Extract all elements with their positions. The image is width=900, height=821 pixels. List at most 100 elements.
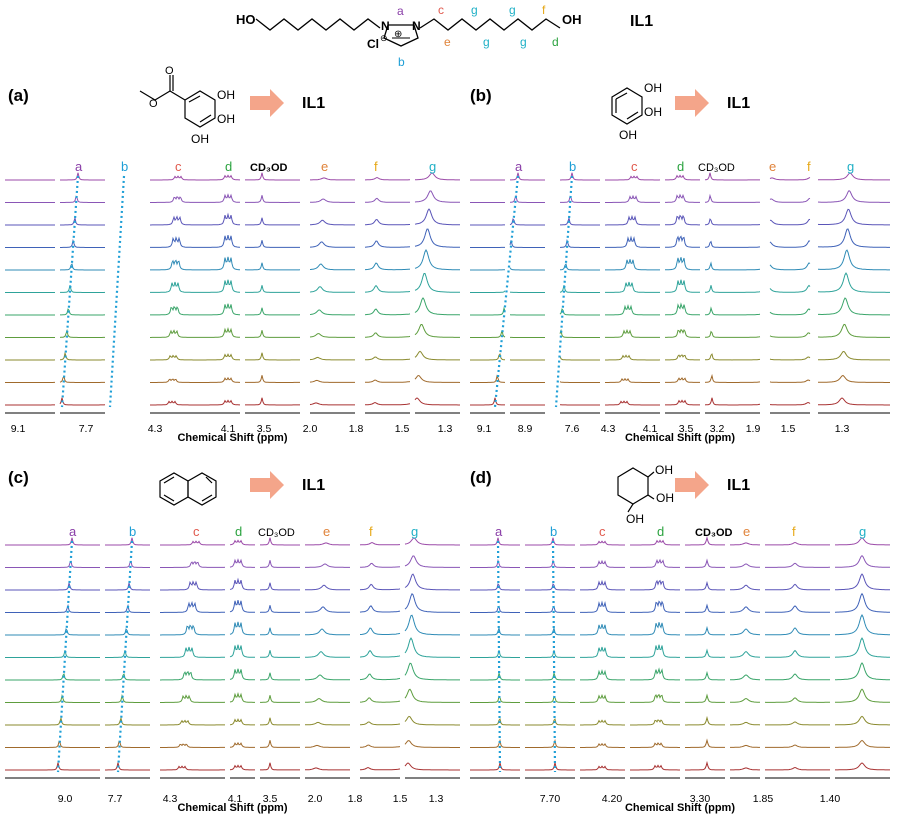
nmr-trace-6-segment-0 bbox=[470, 306, 506, 316]
nmr-trace-2-segment-1 bbox=[509, 218, 545, 226]
nmr-trace-8-segment-7 bbox=[818, 350, 891, 361]
nmr-trace-0-segment-0 bbox=[5, 537, 100, 546]
product-label-c: IL1 bbox=[302, 477, 325, 494]
nmr-trace-1-segment-1 bbox=[60, 195, 105, 203]
nmr-trace-6-segment-7 bbox=[818, 297, 890, 316]
nmr-trace-6-segment-4 bbox=[685, 670, 726, 681]
nmr-trace-2-segment-3 bbox=[245, 217, 300, 226]
nmr-trace-4-segment-2 bbox=[150, 256, 240, 271]
nmr-trace-1-segment-5 bbox=[365, 197, 410, 203]
peak-label-c: c bbox=[631, 159, 638, 174]
nmr-trace-6-segment-1 bbox=[60, 308, 105, 316]
nmr-trace-5-segment-2 bbox=[150, 279, 240, 293]
nmr-trace-2-segment-5 bbox=[365, 218, 410, 226]
nmr-trace-8-segment-3 bbox=[605, 354, 661, 361]
nmr-trace-4-segment-3 bbox=[605, 259, 660, 271]
spectra-panel-d: a b c d CD₃OD e f g 7.70 4.20 3.30 1.85 1.40 Chemical… bbox=[470, 524, 891, 814]
nmr-trace-1-segment-6 bbox=[414, 190, 460, 203]
nmr-trace-8-segment-3 bbox=[245, 352, 300, 361]
nmr-trace-3-segment-2 bbox=[560, 238, 600, 248]
nmr-trace-3-segment-2 bbox=[580, 600, 625, 613]
nmr-trace-4-segment-5 bbox=[305, 628, 350, 636]
nmr-trace-3-segment-5 bbox=[364, 240, 411, 248]
tick-label: 1.5 bbox=[395, 423, 410, 435]
oh-right: OH bbox=[562, 12, 582, 27]
spectra-panel-a: a b c d CD₃OD e f g 9.1 7.7 4.3 4.1 3.5 2.0 1.8 1.5 1.3 C… bbox=[5, 159, 461, 444]
nmr-trace-10-segment-4 bbox=[309, 402, 355, 406]
nmr-trace-4-segment-1 bbox=[509, 267, 545, 271]
nmr-trace-1-segment-1 bbox=[105, 560, 150, 568]
nmr-trace-4-segment-4 bbox=[310, 263, 355, 271]
nmr-trace-3-segment-3 bbox=[244, 240, 300, 248]
nmr-trace-5-segment-4 bbox=[260, 650, 301, 658]
struct-label-g3: g bbox=[509, 3, 516, 17]
nmr-trace-0-segment-7 bbox=[835, 537, 890, 546]
tick-label: 8.9 bbox=[518, 423, 533, 435]
nmr-trace-10-segment-4 bbox=[685, 760, 725, 771]
nmr-trace-7-segment-6 bbox=[360, 697, 401, 703]
tick-label: 1.3 bbox=[438, 423, 453, 435]
nmr-trace-10-segment-2 bbox=[150, 399, 240, 406]
charge-sign: ⊖ bbox=[380, 33, 388, 43]
struct-label-c: c bbox=[438, 3, 444, 17]
nmr-trace-4-segment-5 bbox=[730, 628, 761, 636]
nmr-trace-8-segment-4 bbox=[260, 717, 300, 726]
nmr-trace-10-segment-6 bbox=[414, 397, 460, 406]
nmr-trace-9-segment-0 bbox=[470, 738, 520, 748]
nmr-trace-9-segment-6 bbox=[765, 744, 830, 748]
peak-label-g: g bbox=[859, 524, 866, 539]
nmr-trace-3-segment-5 bbox=[704, 240, 761, 248]
tick-label: 4.1 bbox=[643, 423, 658, 435]
nmr-trace-9-segment-5 bbox=[730, 744, 760, 748]
nmr-trace-1-segment-6 bbox=[769, 197, 811, 203]
nmr-trace-10-segment-0 bbox=[5, 762, 100, 771]
nmr-trace-10-segment-3 bbox=[245, 397, 300, 406]
tick-label: 3.5 bbox=[257, 423, 272, 435]
nmr-trace-5-segment-5 bbox=[365, 284, 411, 293]
peak-label-f: f bbox=[792, 524, 796, 539]
nmr-trace-7-segment-6 bbox=[764, 697, 830, 703]
reactant-a-oh1: OH bbox=[217, 88, 235, 102]
nmr-trace-7-segment-1 bbox=[59, 328, 105, 338]
nmr-trace-3-segment-4 bbox=[665, 235, 700, 248]
nmr-trace-9-segment-0 bbox=[470, 374, 505, 383]
nmr-trace-2-segment-6 bbox=[765, 583, 830, 591]
nmr-trace-3-segment-6 bbox=[769, 240, 811, 248]
spectra-panel-b: a b c d CD₃OD e f g 9.1 8.9 7.6 4.3 4.1 3.5 3.2 1.9 1.5 1… bbox=[470, 159, 891, 444]
nmr-trace-2-segment-5 bbox=[704, 218, 760, 226]
nmr-trace-6-segment-0 bbox=[5, 673, 100, 681]
nmr-trace-6-segment-4 bbox=[309, 309, 356, 316]
x-axis-label: Chemical Shift (ppm) bbox=[177, 432, 287, 444]
nmr-trace-0-segment-1 bbox=[105, 537, 150, 546]
nmr-trace-3-segment-3 bbox=[605, 235, 660, 248]
nmr-trace-9-segment-5 bbox=[704, 373, 761, 383]
guide-line-a bbox=[56, 540, 74, 773]
nmr-trace-7-segment-5 bbox=[730, 697, 760, 703]
nmr-trace-1-segment-2 bbox=[160, 561, 226, 568]
reactant-a-structure bbox=[139, 75, 216, 128]
nmr-trace-10-segment-7 bbox=[818, 397, 890, 406]
nmr-trace-0-segment-5 bbox=[704, 172, 760, 181]
nmr-trace-9-segment-4 bbox=[665, 377, 700, 383]
nmr-trace-3-segment-7 bbox=[835, 592, 890, 613]
nmr-trace-5-segment-7 bbox=[818, 272, 890, 293]
nmr-trace-10-segment-6 bbox=[770, 401, 811, 406]
nmr-trace-0-segment-3 bbox=[245, 172, 300, 181]
peak-label-e: e bbox=[323, 524, 330, 539]
nmr-trace-8-segment-2 bbox=[559, 356, 600, 361]
nmr-trace-9-segment-3 bbox=[245, 375, 300, 383]
nmr-trace-9-segment-3 bbox=[229, 741, 255, 748]
nmr-trace-9-segment-4 bbox=[309, 379, 355, 383]
nmr-trace-6-segment-0 bbox=[470, 671, 520, 681]
nmr-trace-7-segment-1 bbox=[105, 693, 150, 703]
nmr-trace-6-segment-5 bbox=[304, 674, 350, 681]
product-label-d: IL1 bbox=[727, 477, 750, 494]
nmr-trace-3-segment-4 bbox=[685, 603, 725, 613]
nmr-trace-5-segment-4 bbox=[309, 286, 355, 293]
nmr-trace-1-segment-3 bbox=[229, 558, 255, 568]
nmr-trace-1-segment-0 bbox=[5, 560, 100, 568]
nmr-trace-3-segment-7 bbox=[404, 592, 460, 613]
tick-label: 3.5 bbox=[263, 793, 278, 805]
nmr-trace-3-segment-3 bbox=[229, 599, 255, 613]
nmr-trace-5-segment-1 bbox=[525, 650, 575, 658]
